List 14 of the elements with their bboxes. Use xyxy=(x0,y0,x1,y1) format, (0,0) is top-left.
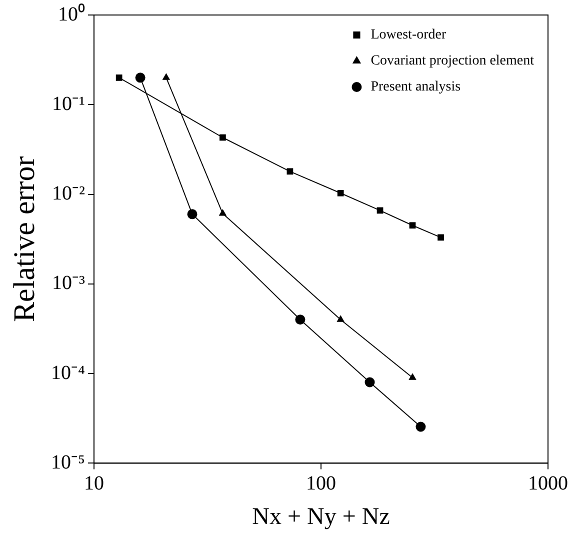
legend-label: Covariant projection element xyxy=(370,54,534,69)
x-tick-label: 100 xyxy=(306,472,336,494)
legend-label: Present analysis xyxy=(370,80,461,95)
y-tick-label: 10⁻¹ xyxy=(52,92,85,115)
y-tick-label: 10⁻⁵ xyxy=(50,451,85,474)
x-axis-title: Nx + Ny + Nz xyxy=(252,504,390,530)
y-axis-title: Relative error xyxy=(8,156,41,322)
y-tick-label: 10⁻³ xyxy=(52,272,85,294)
legend-label: Lowest-order xyxy=(370,28,446,43)
x-tick-label: 1000 xyxy=(528,472,568,494)
y-tick-label: 10⁰ xyxy=(58,2,85,26)
x-tick-label: 10 xyxy=(84,472,104,494)
y-tick-label: 10⁻² xyxy=(52,182,85,205)
y-tick-label: 10⁻⁴ xyxy=(50,362,85,384)
